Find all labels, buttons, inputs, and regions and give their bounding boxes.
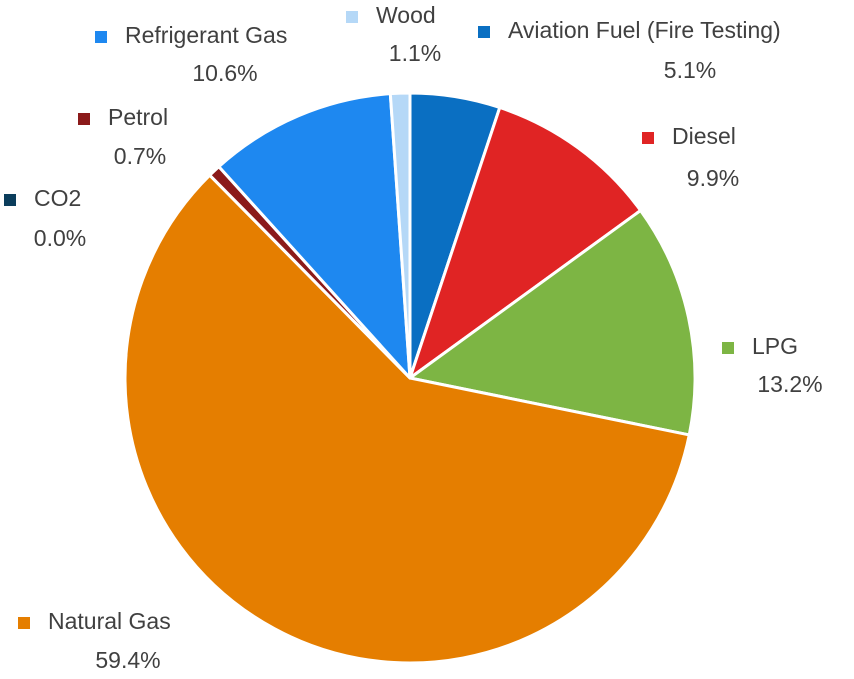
legend-swatch [722, 342, 734, 354]
slice-value-label: 5.1% [664, 57, 716, 83]
slice-name: Natural Gas [48, 608, 171, 634]
slice-name: Wood [376, 2, 436, 28]
slice-value-label: 0.7% [114, 143, 166, 169]
slice-name: LPG [752, 333, 798, 359]
legend-swatch [4, 194, 16, 206]
pie-slice [388, 91, 412, 380]
slice-value-label: 0.0% [34, 225, 86, 251]
slice-value-label: 59.4% [95, 647, 160, 673]
pie-slice [408, 208, 697, 437]
slice-name: Petrol [108, 104, 168, 130]
legend-swatch [642, 132, 654, 144]
slice-name: Aviation Fuel (Fire Testing) [508, 17, 781, 43]
legend-swatch [95, 31, 107, 43]
legend-swatch [18, 617, 30, 629]
pie-slice [408, 106, 643, 380]
legend-swatch [78, 113, 90, 125]
slice-name: Refrigerant Gas [125, 22, 287, 48]
pie-slice [217, 92, 412, 380]
legend-swatch [346, 11, 358, 23]
legend-swatch [478, 26, 490, 38]
slice-value-label: 13.2% [757, 371, 822, 397]
slice-name: Diesel [672, 123, 736, 149]
slice-value-label: 1.1% [389, 40, 441, 66]
pie-slice [123, 173, 691, 665]
slice-value-label: 10.6% [192, 60, 257, 86]
slice-name: CO2 [34, 185, 81, 211]
slice-value-label: 9.9% [687, 165, 739, 191]
